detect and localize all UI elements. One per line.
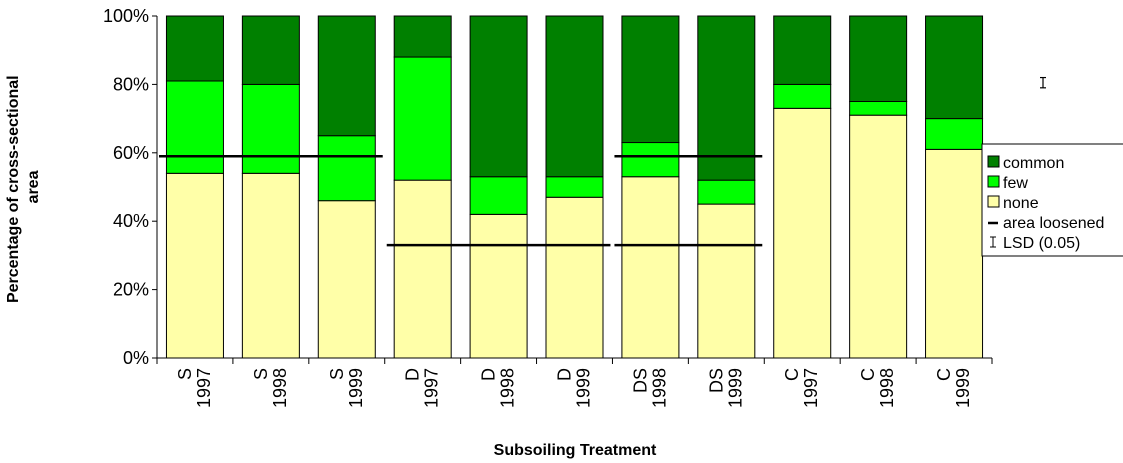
x-label-treatment-s-1999: S xyxy=(327,368,347,380)
y-tick-label-40: 40% xyxy=(113,211,149,231)
bar-none-c-1998 xyxy=(849,114,908,359)
x-label-treatment-c-1997: C xyxy=(782,368,802,381)
x-label-treatment-c-1998: C xyxy=(858,368,878,381)
bar-none-d-1997 xyxy=(393,179,452,359)
y-tick-label-0: 0% xyxy=(123,348,149,368)
bars-group xyxy=(165,15,984,359)
bar-none-s-1997 xyxy=(165,172,224,359)
bar-common-d-1997 xyxy=(393,15,452,58)
bar-none-s-1999 xyxy=(317,200,376,359)
bar-common-c-1999 xyxy=(925,15,984,120)
bar-none-ds-1998 xyxy=(621,176,680,359)
bar-common-s-1999 xyxy=(317,15,376,137)
bar-none-d-1998 xyxy=(469,213,528,359)
bar-common-s-1998 xyxy=(241,15,300,85)
bar-common-ds-1998 xyxy=(621,15,680,144)
x-label-year-c-1999: 1999 xyxy=(953,368,973,408)
x-label-year-d-1998: 1998 xyxy=(498,368,518,408)
y-axis-title-line-1: Percentage of cross-sectional xyxy=(5,75,22,303)
x-label-year-s-1998: 1998 xyxy=(270,368,290,408)
x-label-year-d-1999: 1999 xyxy=(574,368,594,408)
bar-few-c-1997 xyxy=(773,83,832,109)
legend-box xyxy=(981,143,1123,257)
y-axis-title: Percentage of cross-sectional area xyxy=(5,71,42,303)
bar-none-ds-1999 xyxy=(697,203,756,359)
bar-common-c-1998 xyxy=(849,15,908,102)
x-label-year-s-1999: 1999 xyxy=(346,368,366,408)
area-loosened-lines xyxy=(159,154,763,247)
x-label-year-c-1998: 1998 xyxy=(877,368,897,408)
x-label-year-d-1997: 1997 xyxy=(422,368,442,408)
x-label-year-s-1997: 1997 xyxy=(194,368,214,408)
bar-few-s-1998 xyxy=(241,83,300,174)
legend-swatch-common xyxy=(987,155,1000,168)
x-label-treatment-d-1998: D xyxy=(479,368,499,381)
y-tick-label-60: 60% xyxy=(113,143,149,163)
bar-none-c-1997 xyxy=(773,107,832,359)
bar-few-s-1997 xyxy=(165,80,224,174)
y-axis-title-line-2: area xyxy=(25,170,42,203)
legend: common few none area loosened LSD (0.05) xyxy=(981,143,1123,257)
bar-common-s-1997 xyxy=(165,15,224,82)
bar-few-c-1998 xyxy=(849,101,908,116)
x-label-treatment-s-1997: S xyxy=(175,368,195,380)
bar-common-d-1999 xyxy=(545,15,604,178)
x-label-year-ds-1998: 1998 xyxy=(649,368,669,408)
bar-few-d-1998 xyxy=(469,176,528,215)
x-label-treatment-ds-1999: DS xyxy=(706,368,726,393)
x-label-treatment-ds-1998: DS xyxy=(630,368,650,393)
lsd-errorbar xyxy=(1040,76,1046,89)
bar-none-d-1999 xyxy=(545,196,604,359)
y-tick-label-20: 20% xyxy=(113,280,149,300)
bar-common-c-1997 xyxy=(773,15,832,85)
x-label-year-ds-1999: 1999 xyxy=(725,368,745,408)
legend-label-common: common xyxy=(1003,155,1064,172)
legend-label-none: none xyxy=(1003,195,1039,212)
x-label-year-c-1997: 1997 xyxy=(801,368,821,408)
legend-swatch-few xyxy=(987,175,1000,188)
x-label-treatment-c-1999: C xyxy=(934,368,954,381)
legend-label-area-loosened: area loosened xyxy=(1003,215,1104,232)
bar-common-d-1998 xyxy=(469,15,528,178)
y-tick-label-100: 100% xyxy=(103,6,149,26)
axes-group: 0%20%40%60%80%100%S 1997 S 1998 S 1999 D 1997 D1… xyxy=(103,6,993,408)
legend-swatch-none xyxy=(987,195,1000,208)
bar-none-c-1999 xyxy=(925,148,984,359)
bar-few-d-1999 xyxy=(545,176,604,198)
legend-label-lsd-0-05: LSD (0.05) xyxy=(1003,235,1080,252)
bar-few-ds-1998 xyxy=(621,142,680,178)
legend-label-few: few xyxy=(1003,175,1028,192)
bar-few-ds-1999 xyxy=(697,179,756,205)
x-label-treatment-d-1997: D xyxy=(403,368,423,381)
bar-none-s-1998 xyxy=(241,172,300,359)
bar-few-c-1999 xyxy=(925,118,984,150)
bar-common-ds-1999 xyxy=(697,15,756,181)
y-tick-label-80: 80% xyxy=(113,74,149,94)
bar-few-s-1999 xyxy=(317,135,376,202)
x-label-treatment-s-1998: S xyxy=(251,368,271,380)
x-label-treatment-d-1999: D xyxy=(555,368,575,381)
bar-few-d-1997 xyxy=(393,56,452,181)
x-axis-title: Subsoiling Treatment xyxy=(494,442,657,459)
